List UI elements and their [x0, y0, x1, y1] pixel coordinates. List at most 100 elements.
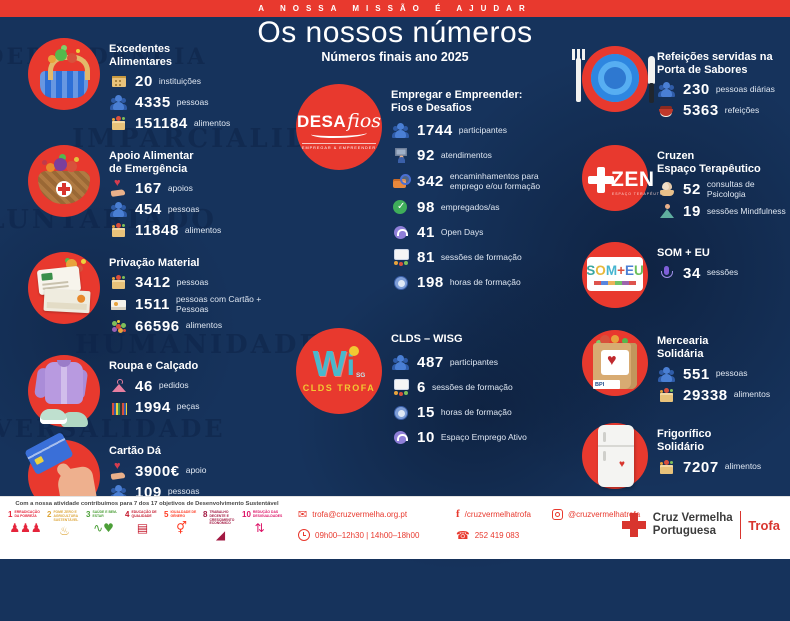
page-title: Os nossos números	[257, 16, 533, 49]
people-icon	[109, 484, 129, 501]
stat-value: 66596	[135, 317, 180, 335]
shirt-k	[40, 409, 67, 425]
stat-row: 3412 pessoas	[109, 274, 294, 292]
someu-partner-strip	[594, 281, 636, 286]
red-cross-icon	[621, 513, 646, 537]
section-body: SOM + EU 34 sessões	[657, 242, 788, 308]
stat-row: 3900€ apoio	[109, 461, 294, 480]
sdg-pictogram-icon: ▤	[136, 521, 149, 535]
check-icon	[391, 199, 411, 216]
stat-value: 19	[683, 202, 701, 220]
someu-bx: S O M + E U	[586, 257, 644, 292]
someu-letters: S O M + E U	[586, 264, 643, 278]
contact-facebook[interactable]: f /cruzvermelhatrofa	[456, 509, 552, 520]
bag-pn	[601, 350, 629, 376]
clock-icon	[298, 529, 310, 541]
sdg-label: IGUALDADE DE GÉNERO	[170, 510, 197, 518]
fridge-fh	[619, 454, 631, 466]
stat-row: 1744 participantes	[391, 122, 552, 140]
sdg-label: EDUCAÇÃO DE QUALIDADE	[131, 510, 157, 518]
stat-label: peças	[176, 401, 200, 412]
sdg-top: 2 FOME ZERO E AGRICULTURA SUSTENTÁVEL	[47, 510, 79, 522]
stat-value: 29338	[683, 386, 728, 404]
case-icon	[391, 173, 411, 190]
section: S O M + E U SOM + EU 34 sessões	[582, 242, 788, 309]
sdg-goal-3: 3 SAÚDE E BEM-ESTAR ∿♥	[86, 510, 121, 541]
stat-row: 15 horas de formação	[391, 403, 552, 421]
stat-label: pedidos	[158, 380, 189, 391]
contact-instagram[interactable]: @cruzvermelhatrofa	[552, 509, 640, 520]
section-title: Cruzen Espaço Terapêutico	[657, 149, 761, 175]
stat-value: 7207	[683, 458, 719, 476]
sdg-pictogram-icon: ⚥	[176, 521, 187, 535]
brand-region: Trofa	[748, 517, 780, 533]
stats-list: 20 instituições 4335 pessoas 151184 alimentos	[109, 73, 294, 133]
sdg-goal-8: 8 TRABALHO DECENTE E CRESCIMENTO ECONÓMIC…	[203, 510, 238, 541]
wi-sg-text: SG	[355, 371, 366, 379]
instagram-icon	[552, 509, 563, 520]
section-title: Frigorífico Solidário	[657, 428, 712, 454]
stats-list: 7207 alimentos	[657, 458, 788, 476]
stats-list: 34 sessões	[657, 264, 788, 282]
brand-name: Cruz Vermelha Portuguesa	[652, 512, 733, 537]
stat-label: sessões de formação	[440, 251, 522, 262]
box-icon	[657, 459, 677, 476]
desafios-text-bold: DESA	[296, 112, 347, 131]
section: ZEN ESPAÇO TERAPÊUTICO Cruzen Espaço Terap…	[582, 144, 788, 223]
stat-label: pessoas	[176, 97, 209, 108]
stat-value: 81	[417, 248, 435, 266]
someu-letter: M	[605, 262, 618, 278]
stat-row: 11848 alimentos	[109, 222, 294, 240]
section-title: SOM + EU	[657, 247, 710, 260]
people-icon	[657, 366, 677, 383]
section-title: Empregar e Empreender: Fios e Desafios	[391, 89, 523, 114]
box-icon	[657, 387, 677, 404]
stat-value: 167	[135, 180, 162, 198]
stat-label: sessões de formação	[431, 381, 513, 392]
stat-label: encaminhamentos para emprego e/ou formaç…	[449, 170, 541, 191]
sdg-top: 1 ERRADICAÇÃO DA POBREZA	[8, 510, 40, 519]
sdg-label: ERRADICAÇÃO DA POBREZA	[14, 510, 40, 518]
stat-value: 41	[417, 223, 435, 241]
building-icon	[109, 73, 129, 90]
contact-phone[interactable]: ☎ 252 419 083	[456, 530, 519, 541]
section-title: Mercearia Solidária	[657, 335, 709, 361]
desk-icon	[391, 147, 411, 164]
basket-fr	[55, 49, 67, 61]
stat-value: 46	[135, 377, 153, 395]
stat-value: 52	[683, 181, 701, 199]
top-banner: A NOSSA MISSÃO É AJUDAR	[0, 0, 790, 17]
section-body: Excedentes Alimentares 20 instituições 4335…	[109, 38, 294, 136]
stat-value: 11848	[135, 222, 179, 240]
someu-letter: +	[617, 262, 625, 278]
stat-row: 66596 alimentos	[109, 317, 294, 335]
facebook-text: /cruzvermelhatrofa	[464, 510, 531, 519]
someu-logo: S O M + E U	[582, 242, 648, 309]
sdg-goal-10: 10 REDUÇÃO DAS DESIGUALDADES ⇅	[242, 510, 282, 541]
soup-icon	[657, 102, 677, 119]
stat-row: 1511 pessoas com Cartão + Pessoas	[109, 293, 294, 315]
sdg-top: 4 EDUCAÇÃO DE QUALIDADE	[125, 510, 157, 519]
section: Privação Material 3412 pessoas 1511 pessoas …	[28, 251, 294, 339]
sdg-number: 1	[8, 510, 13, 519]
stats-list: 3412 pessoas 1511 pessoas com Cartão + Pess…	[109, 274, 294, 336]
phone-text: 252 419 083	[474, 530, 520, 540]
section-title: Apoio Alimentar de Emergência	[109, 149, 194, 175]
desafios-drow: DESA fios	[297, 110, 381, 132]
stats-list: 46 pedidos 1994 peças	[109, 377, 294, 416]
stat-value: 551	[683, 365, 710, 383]
stat-label: pessoas	[715, 368, 748, 379]
stat-label: refeições	[724, 105, 760, 116]
stat-label: Espaço Emprego Ativo	[440, 431, 527, 442]
mic-icon	[657, 265, 677, 282]
stat-row: 46 pedidos	[109, 377, 294, 395]
stat-label: pessoas com Cartão + Pessoas	[175, 293, 262, 314]
contact-email[interactable]: ✉ trofa@cruzvermelha.org.pt	[298, 509, 456, 520]
sdg-number: 8	[203, 510, 208, 519]
contacts-block: ✉ trofa@cruzvermelha.org.pt f /cruzverme…	[298, 509, 648, 550]
title-block: Os nossos números Números finais ano 202…	[0, 17, 790, 64]
sdg-goal-1: 1 ERRADICAÇÃO DA POBREZA ♟♟♟	[8, 510, 43, 541]
hanger-icon	[109, 378, 129, 395]
sdg-number: 4	[125, 510, 130, 519]
